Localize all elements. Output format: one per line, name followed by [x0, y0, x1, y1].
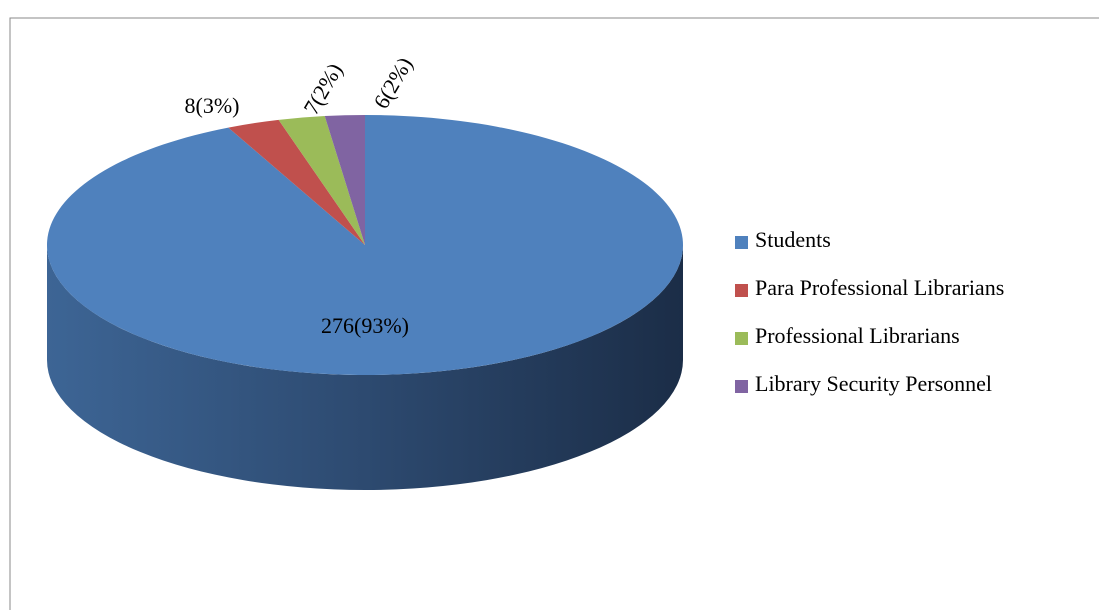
data-label: 276(93%) — [321, 313, 409, 338]
legend-label: Para Professional Librarians — [755, 275, 1004, 300]
data-label: 8(3%) — [185, 93, 240, 118]
legend-label: Professional Librarians — [755, 323, 960, 348]
pie-slice — [228, 119, 365, 245]
legend-label: Students — [755, 227, 831, 252]
legend-swatch — [735, 332, 748, 345]
legend-swatch — [735, 380, 748, 393]
legend-swatch — [735, 284, 748, 297]
legend-swatch — [735, 236, 748, 249]
pie-slice — [278, 116, 365, 246]
legend-label: Library Security Personnel — [755, 371, 992, 396]
pie-side — [47, 245, 683, 490]
pie-slice — [324, 115, 365, 245]
